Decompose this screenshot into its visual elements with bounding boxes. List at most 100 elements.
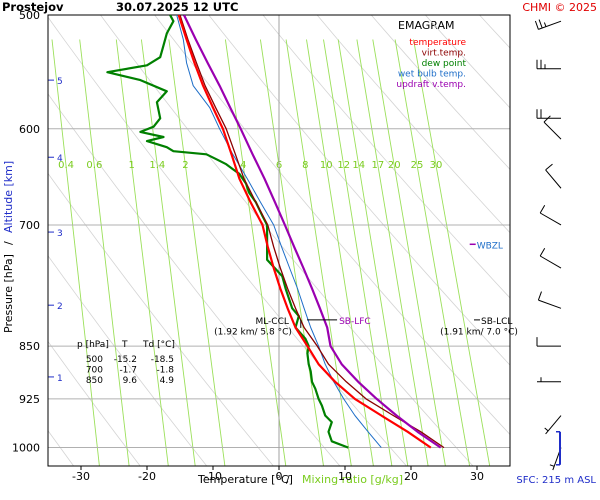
mixing-ratio-label: 4 xyxy=(240,160,246,171)
mixing-ratio-label: 10 xyxy=(320,160,333,171)
x-axis-secondary-title: Mixing ratio [g/kg] xyxy=(302,473,403,486)
temperature-tick-label: 10 xyxy=(338,470,352,483)
wind-barb xyxy=(536,337,562,347)
mixing-ratio-line xyxy=(115,39,169,466)
wind-barb-flag xyxy=(539,247,546,257)
wind-barb-staff xyxy=(545,169,562,189)
x-axis-separator: / xyxy=(286,473,290,486)
wind-barb-half-flag xyxy=(549,464,555,467)
temperature-tick-label: -30 xyxy=(72,470,90,483)
dry-adiabat-line xyxy=(48,16,408,466)
wind-barb xyxy=(544,415,562,435)
mixing-ratio-label: 20 xyxy=(388,160,401,171)
legend-entry: virt.temp. xyxy=(422,49,466,59)
table-cell: -15.2 xyxy=(114,355,137,365)
mixing-ratio-label: 2 xyxy=(182,160,188,171)
wind-barb-staff xyxy=(545,415,562,435)
table-cell: 700 xyxy=(86,366,103,376)
mixing-ratio-label: 14 xyxy=(352,160,365,171)
x-axis-title: Temperature [°C] xyxy=(197,473,293,486)
mixing-ratio-label: 12 xyxy=(337,160,350,171)
pressure-tick-label: 500 xyxy=(19,9,40,22)
station-name: Prostejov xyxy=(2,0,64,14)
table-cell: 4.9 xyxy=(160,376,175,386)
mixing-ratio-line xyxy=(51,39,100,466)
table-cell: -1.7 xyxy=(119,366,137,376)
ccl-values: (1.92 km/ 5.8 °C) xyxy=(214,328,292,338)
data-series xyxy=(106,15,445,449)
mixing-ratio-line xyxy=(224,39,287,466)
table-cell: -1.8 xyxy=(156,366,174,376)
mixing-ratio-line xyxy=(140,39,196,466)
altitude-tick-label: 5 xyxy=(57,77,63,87)
mixing-ratio-label: 0.6 xyxy=(86,160,102,171)
legend-entry: dew point xyxy=(422,59,467,69)
pressure-tick-label: 600 xyxy=(19,123,40,136)
pressure-tick-label: 850 xyxy=(19,340,40,353)
dry-adiabat-line xyxy=(48,93,341,466)
series-wet-bulb-temp-line xyxy=(176,15,382,448)
mixing-ratio-label: 25 xyxy=(411,160,424,171)
ccl-label: ML-CCL xyxy=(255,317,288,327)
wind-barb-staff xyxy=(538,299,562,309)
altitude-tick-label: 2 xyxy=(57,302,63,312)
wbzl-label: WBZL xyxy=(477,241,503,251)
wind-barb-half-flag xyxy=(543,22,547,27)
table-header: p [hPa] xyxy=(77,340,109,350)
temperature-tick-label: -20 xyxy=(138,470,156,483)
wind-barb-flag xyxy=(538,19,543,29)
wind-barb xyxy=(545,163,562,189)
pressure-tick-label: 1000 xyxy=(12,442,40,455)
mixing-ratio-line xyxy=(372,39,446,466)
mixing-ratio-label: 17 xyxy=(372,160,385,171)
dry-adiabat-line xyxy=(370,15,510,170)
copyright-credit: CHMI © 2025 xyxy=(522,1,597,14)
table-cell: -18.5 xyxy=(151,355,174,365)
mixing-ratio-line xyxy=(79,39,130,466)
series-virt-temp-line xyxy=(179,15,445,449)
pressure-tick-label: 925 xyxy=(19,393,40,406)
wind-barb xyxy=(537,291,562,309)
wind-barb-flag xyxy=(543,115,551,123)
dry-adiabat-line xyxy=(48,340,141,466)
series-temperature-line xyxy=(177,15,432,449)
surface-elevation: SFC: 215 m ASL xyxy=(516,475,596,486)
table-cell: 9.6 xyxy=(123,376,138,386)
dry-adiabat-line xyxy=(262,15,510,299)
wind-barb xyxy=(536,109,562,119)
dry-adiabat-line xyxy=(316,15,510,234)
mixing-ratio-line xyxy=(394,39,471,466)
mixing-ratio-line xyxy=(356,39,429,466)
altitude-tick-label: 4 xyxy=(57,154,63,164)
table-cell: 850 xyxy=(86,376,103,386)
wind-barb-staff xyxy=(543,121,562,140)
mixing-ratio-line xyxy=(323,39,393,466)
lfc-label: SB-LFC xyxy=(339,317,371,327)
wind-barb-staff xyxy=(538,20,562,30)
pressure-tick-label: 700 xyxy=(19,219,40,232)
wind-barb-staff xyxy=(539,212,562,226)
series-updraft-v-temp-line xyxy=(183,15,442,449)
wind-barb-half-flag xyxy=(544,427,549,432)
wind-barb xyxy=(539,247,562,269)
altitude-tick-label: 3 xyxy=(57,229,63,239)
observation-datetime: 30.07.2025 12 UTC xyxy=(116,0,238,14)
wind-barb xyxy=(536,59,562,70)
temperature-tick-label: 0 xyxy=(276,470,283,483)
legend-entry: temperature xyxy=(409,38,466,48)
series-dew-point-line xyxy=(106,15,349,449)
wind-barb xyxy=(536,377,562,383)
dry-adiabat-line xyxy=(154,15,510,436)
lcl-values: (1.91 km/ 7.0 °C) xyxy=(440,328,518,338)
wind-barb-flag xyxy=(537,291,542,301)
mixing-ratio-label: 30 xyxy=(430,160,443,171)
table-cell: 500 xyxy=(86,355,103,365)
mixing-ratio-label: 8 xyxy=(302,160,308,171)
y-axis-title-group: Pressure [hPa] / Altitude [km] xyxy=(2,161,15,333)
wind-barb-flag xyxy=(534,20,539,30)
legend-entry: wet bulb temp. xyxy=(398,70,466,80)
wind-barb-flag xyxy=(545,163,553,171)
